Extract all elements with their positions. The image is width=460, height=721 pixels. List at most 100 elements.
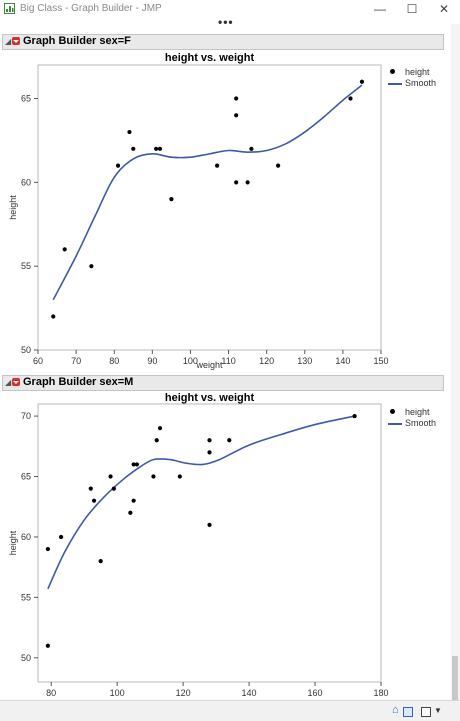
y-axis-label: height — [8, 195, 18, 220]
data-point — [98, 559, 103, 564]
data-point — [276, 163, 281, 168]
data-point — [51, 314, 56, 319]
data-point — [108, 474, 113, 479]
data-point — [359, 79, 365, 84]
x-tick-label: 70 — [71, 356, 81, 366]
x-tick-label: 80 — [109, 356, 119, 366]
x-tick-label: 160 — [308, 688, 323, 698]
data-point — [128, 510, 133, 515]
data-point — [227, 438, 232, 443]
y-tick-label: 55 — [21, 261, 31, 271]
data-point — [115, 163, 121, 168]
panel-title: Graph Builder sex=M — [23, 376, 134, 388]
scatter-chart-female: height vs. weight 60 70 80 90 100 110 120 130 140… — [8, 52, 389, 370]
point-marker-icon — [390, 69, 395, 74]
data-point — [91, 498, 97, 503]
data-point — [245, 180, 250, 185]
data-point — [111, 486, 116, 491]
data-point — [131, 462, 136, 467]
x-tick-label: 100 — [110, 688, 125, 698]
y-tick-label: 50 — [21, 345, 31, 355]
data-point — [157, 426, 163, 431]
y-tick-label: 65 — [21, 94, 31, 104]
select-square-icon[interactable] — [421, 707, 431, 717]
chart-title: height vs. weight — [165, 52, 255, 64]
x-tick-label: 100 — [183, 356, 198, 366]
chart-title: height vs. weight — [165, 392, 255, 404]
panel-title: Graph Builder sex=F — [23, 35, 131, 47]
legend-label: height — [405, 67, 430, 77]
chevron-down-icon[interactable]: ▼ — [434, 706, 442, 715]
data-point — [215, 163, 220, 168]
data-point — [88, 486, 93, 491]
scroll-thumb[interactable] — [452, 656, 458, 700]
y-tick-label: 65 — [21, 472, 31, 482]
disclosure-triangle-icon[interactable]: ◢ — [5, 37, 12, 46]
red-triangle-hotspot-icon[interactable] — [12, 37, 20, 45]
x-tick-label: 120 — [259, 356, 274, 366]
data-point — [62, 247, 67, 252]
x-axis-label: weight — [195, 360, 223, 370]
y-tick-label: 60 — [21, 177, 31, 187]
y-tick-label: 50 — [21, 653, 31, 663]
data-point — [154, 438, 159, 443]
graph-builder-icon — [4, 3, 15, 14]
data-point — [134, 462, 140, 467]
window-list-icon[interactable] — [403, 707, 413, 717]
plot-frame — [37, 403, 382, 683]
y-tick-label: 55 — [21, 592, 31, 602]
data-point — [131, 146, 136, 151]
vertical-scrollbar[interactable] — [451, 24, 460, 700]
data-point — [234, 113, 239, 118]
line-marker-icon — [388, 83, 402, 85]
line-marker-icon — [388, 423, 402, 425]
point-marker-icon — [390, 409, 395, 414]
x-tick-label: 140 — [335, 356, 350, 366]
y-tick-label: 70 — [21, 411, 31, 421]
x-tick-label: 130 — [297, 356, 312, 366]
data-point — [207, 438, 212, 443]
close-button[interactable]: ✕ — [438, 2, 450, 16]
red-triangle-hotspot-icon[interactable] — [12, 378, 20, 386]
data-point — [58, 534, 64, 540]
data-point — [234, 180, 239, 185]
home-icon[interactable]: ⌂ — [392, 704, 399, 716]
data-point — [348, 96, 353, 101]
maximize-button[interactable]: ☐ — [406, 2, 418, 16]
window-titlebar: Big Class - Graph Builder - JMP — ☐ ✕ — [0, 0, 460, 18]
legend-label: Smooth — [405, 418, 437, 428]
smooth-line — [52, 84, 363, 301]
data-point — [207, 522, 212, 527]
data-point — [169, 197, 174, 202]
data-point — [151, 474, 156, 479]
x-tick-label: 80 — [46, 688, 56, 698]
x-tick-label: 150 — [373, 356, 388, 366]
outline-header-male[interactable]: ◢ Graph Builder sex=M — [2, 375, 444, 391]
x-tick-label: 110 — [221, 356, 235, 366]
data-point — [352, 413, 357, 419]
smooth-line — [47, 415, 355, 590]
x-tick-label: 120 — [176, 688, 191, 698]
scatter-chart-male: height vs. weight 80 100 120 140 160 180 50 55 60… — [8, 392, 389, 698]
outline-header-female[interactable]: ◢ Graph Builder sex=F — [2, 34, 444, 50]
window-title: Big Class - Graph Builder - JMP — [20, 3, 162, 14]
data-point — [234, 96, 239, 101]
x-tick-label: 180 — [373, 688, 388, 698]
plot-frame — [37, 64, 382, 351]
minimize-button[interactable]: — — [374, 2, 386, 16]
more-options-handle[interactable]: ••• — [218, 15, 234, 29]
data-point — [154, 146, 159, 151]
status-bar: ⌂ ▼ — [0, 700, 460, 721]
x-tick-label: 90 — [147, 356, 157, 366]
x-tick-label: 140 — [242, 688, 257, 698]
data-point — [249, 146, 254, 151]
data-point — [157, 146, 163, 151]
y-axis-label: height — [8, 530, 18, 555]
data-point — [207, 450, 212, 455]
disclosure-triangle-icon[interactable]: ◢ — [5, 378, 12, 387]
y-tick-label: 60 — [21, 532, 31, 542]
data-point — [45, 643, 50, 648]
data-point — [45, 546, 50, 552]
data-point — [127, 129, 132, 135]
data-point — [89, 264, 94, 269]
